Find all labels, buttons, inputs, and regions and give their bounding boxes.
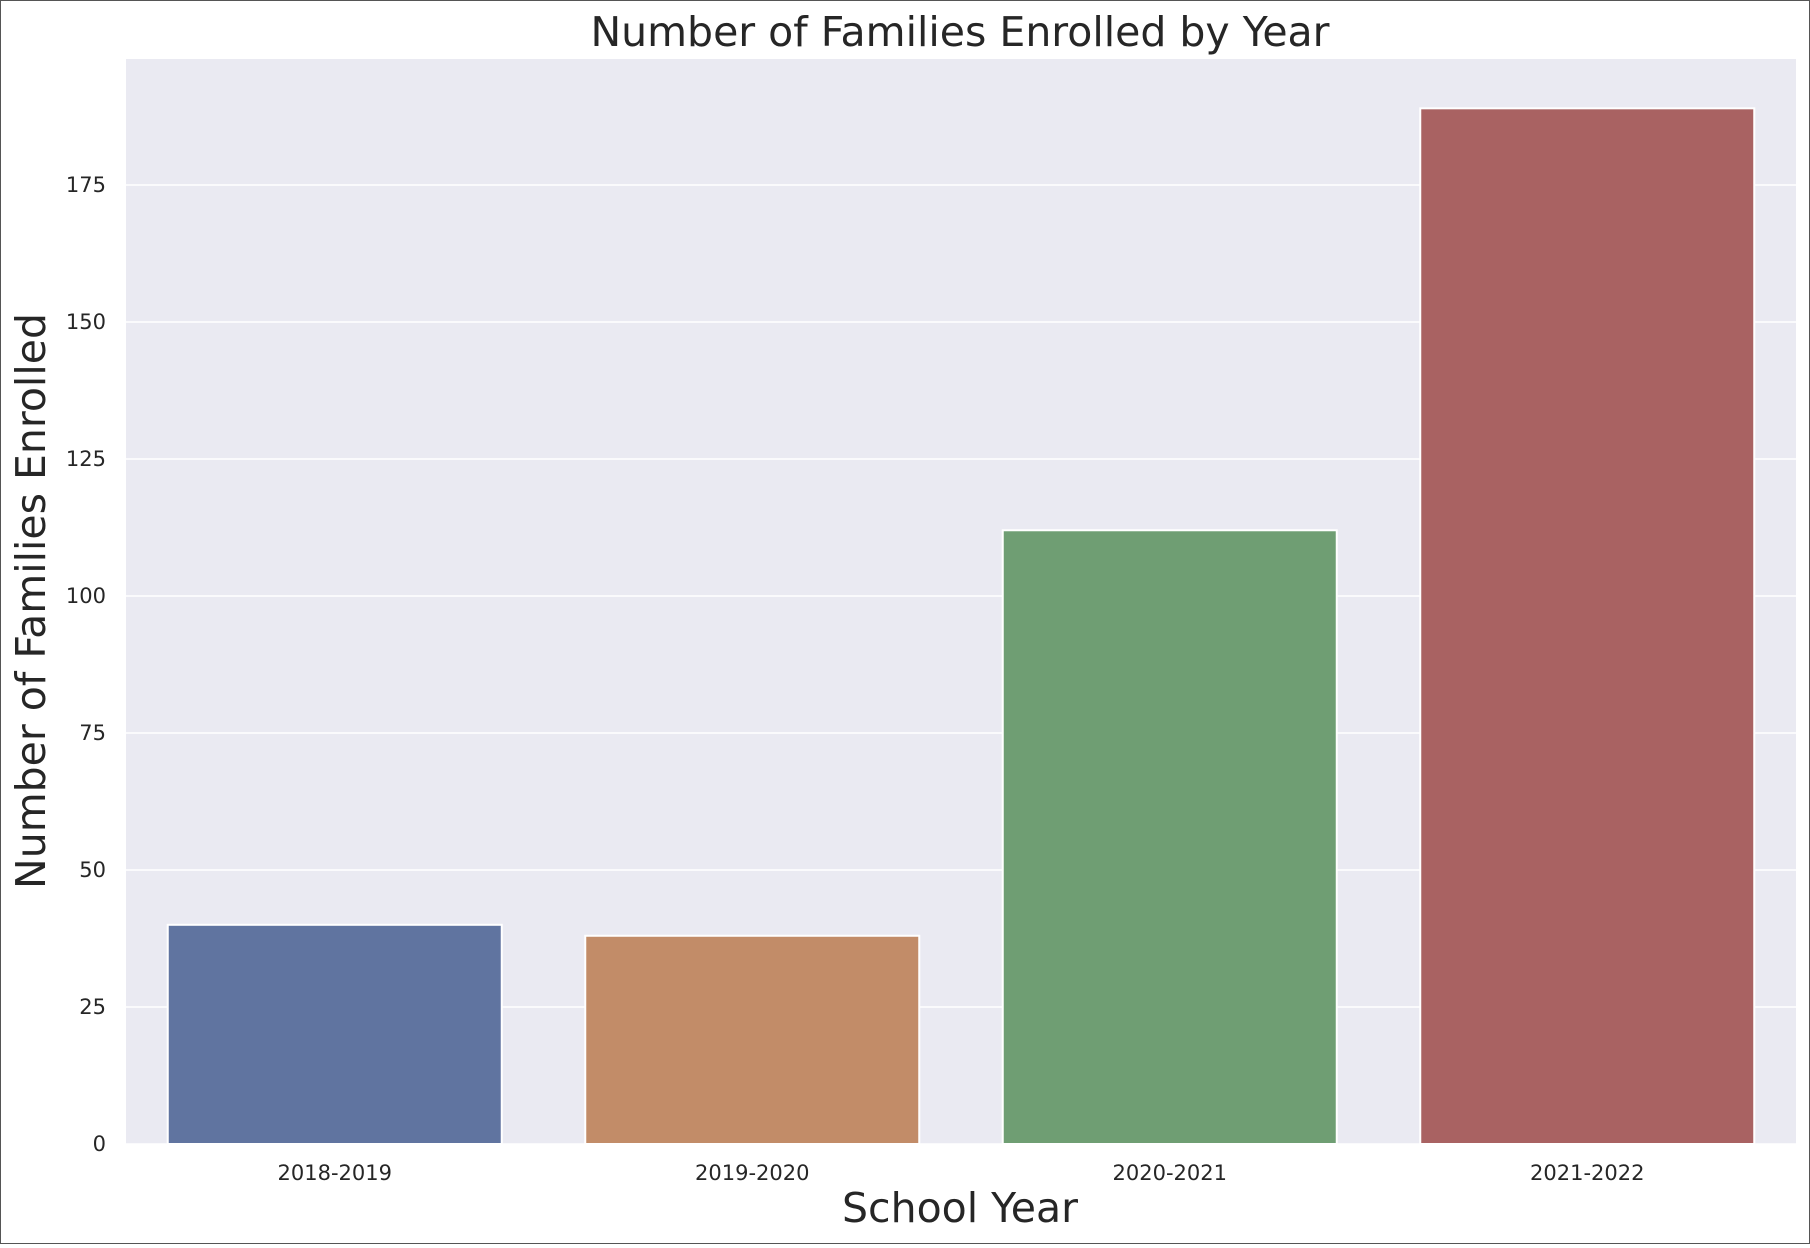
y-tick-label: 100 — [66, 584, 106, 608]
y-tick-label: 25 — [79, 995, 106, 1019]
bar-2021-2022 — [1419, 107, 1756, 1145]
y-tick-label: 0 — [93, 1132, 106, 1156]
y-tick-label: 125 — [66, 447, 106, 471]
y-tick-label: 175 — [66, 173, 106, 197]
x-tick-labels: 2018-2019 2019-2020 2020-2021 2021-2022 — [278, 1161, 1645, 1185]
y-tick-labels: 0 25 50 75 100 125 150 175 — [66, 173, 106, 1156]
bar-2020-2021 — [1001, 529, 1338, 1145]
y-axis-label: Number of Families Enrolled — [7, 313, 55, 889]
x-axis-label: School Year — [842, 1184, 1078, 1232]
x-tick-label: 2021-2022 — [1530, 1161, 1644, 1185]
x-tick-label: 2020-2021 — [1113, 1161, 1227, 1185]
bar-2018-2019 — [166, 923, 503, 1146]
y-tick-label: 150 — [66, 310, 106, 334]
bars — [166, 107, 1756, 1146]
y-tick-label: 50 — [79, 858, 106, 882]
x-tick-label: 2019-2020 — [695, 1161, 809, 1185]
chart-title: Number of Families Enrolled by Year — [590, 8, 1329, 56]
x-tick-label: 2018-2019 — [278, 1161, 392, 1185]
y-tick-label: 75 — [79, 721, 106, 745]
bar-2019-2020 — [584, 934, 921, 1146]
